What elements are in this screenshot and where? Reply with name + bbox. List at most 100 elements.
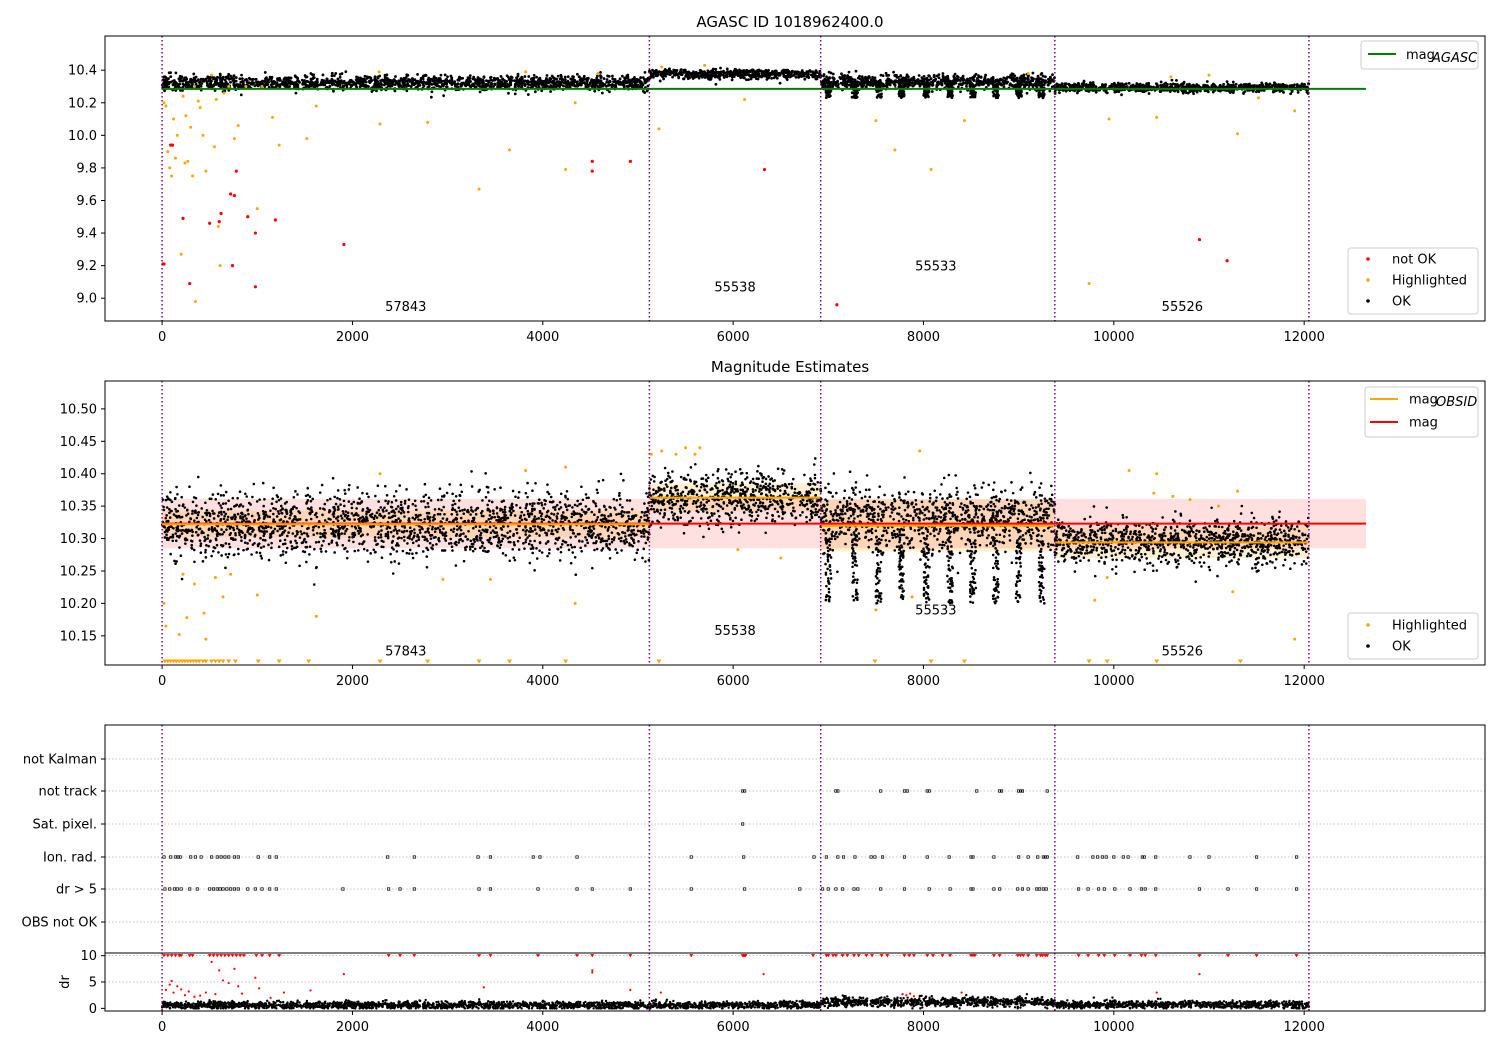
ok-point <box>364 84 368 87</box>
ok-point <box>459 483 463 487</box>
ok-point <box>238 77 242 81</box>
ok-point <box>558 85 562 89</box>
ok-point <box>387 84 390 88</box>
ok-point <box>537 498 541 501</box>
ok-point <box>393 560 397 563</box>
ok-point <box>317 540 321 544</box>
ok-point <box>555 83 559 87</box>
ok-point <box>345 556 349 560</box>
ok-point <box>598 83 602 87</box>
ok-point <box>956 75 960 79</box>
ok-point <box>379 533 383 537</box>
ok-point <box>175 82 179 86</box>
ok-point <box>234 533 237 537</box>
ok-point <box>590 85 594 89</box>
highlighted-point <box>929 168 933 172</box>
ok-point <box>1031 76 1035 80</box>
ok-point <box>828 84 832 88</box>
ok-point <box>678 70 682 74</box>
ok-point <box>458 75 461 79</box>
ok-point <box>349 84 353 88</box>
ok-point <box>305 518 308 522</box>
ok-point <box>863 81 867 85</box>
ok-point <box>813 74 817 78</box>
ok-point <box>590 78 594 82</box>
ok-point <box>413 82 417 86</box>
ok-point <box>249 82 253 86</box>
ok-point <box>638 85 642 88</box>
ok-point <box>416 73 419 76</box>
ok-point <box>270 77 273 81</box>
ok-point <box>548 76 552 80</box>
ok-point <box>484 79 488 83</box>
ok-point <box>974 91 977 95</box>
ok-point <box>396 505 400 508</box>
highlighted-point <box>1169 75 1173 79</box>
ok-point <box>343 492 347 495</box>
ok-point <box>178 82 182 86</box>
ok-point <box>823 82 827 86</box>
ok-point <box>972 75 976 79</box>
ok-point <box>847 70 851 74</box>
ok-point <box>828 94 832 98</box>
ok-point <box>207 85 211 89</box>
ok-point <box>344 513 348 517</box>
ok-point <box>165 506 169 509</box>
ok-point <box>172 79 176 82</box>
ok-point <box>269 526 273 529</box>
ok-point <box>294 75 298 79</box>
highlighted-point <box>162 101 166 105</box>
ok-point <box>610 83 614 86</box>
ok-point <box>611 74 614 78</box>
ok-point <box>474 81 478 85</box>
ok-point <box>503 534 506 538</box>
ok-point <box>180 76 184 80</box>
ok-point <box>821 79 825 83</box>
ok-point <box>605 542 608 546</box>
ok-point <box>373 536 377 539</box>
ok-point <box>485 84 489 88</box>
ok-point <box>1021 75 1025 79</box>
ok-point <box>227 552 231 556</box>
ok-point <box>456 78 460 82</box>
ok-point <box>971 77 975 81</box>
ok-point <box>850 95 854 99</box>
highlighted-point <box>173 156 177 160</box>
ok-point <box>546 483 549 486</box>
not-ok-point <box>253 285 257 289</box>
ok-point <box>330 78 334 82</box>
ok-point <box>953 82 957 85</box>
highlighted-point <box>743 98 747 102</box>
ok-point <box>162 75 166 79</box>
ok-point <box>593 548 596 552</box>
ok-point <box>211 549 215 553</box>
ok-point <box>406 510 410 514</box>
ok-point <box>1074 83 1078 87</box>
highlighted-point <box>596 71 600 75</box>
ok-point <box>919 79 923 83</box>
ok-point <box>468 80 472 83</box>
ok-point <box>167 71 171 75</box>
ok-point <box>516 81 520 85</box>
ok-point <box>828 76 831 80</box>
ok-point <box>946 95 950 99</box>
ok-point <box>649 74 653 78</box>
ok-point <box>1132 84 1135 88</box>
ok-point <box>220 78 224 81</box>
ok-point <box>618 77 622 81</box>
ok-point <box>552 82 556 86</box>
ok-point <box>974 72 978 76</box>
ok-point <box>876 83 880 87</box>
ok-point <box>284 81 288 85</box>
highlighted-point <box>164 104 168 108</box>
ok-point <box>971 84 975 87</box>
ok-point <box>868 76 871 79</box>
ok-point <box>194 82 198 86</box>
ok-point <box>798 74 802 78</box>
ok-point <box>165 77 169 81</box>
ok-point <box>524 491 528 495</box>
x-tick-label: 8000 <box>907 330 940 345</box>
ok-point <box>1129 85 1133 88</box>
ok-point <box>905 73 909 77</box>
ok-point <box>950 82 954 85</box>
